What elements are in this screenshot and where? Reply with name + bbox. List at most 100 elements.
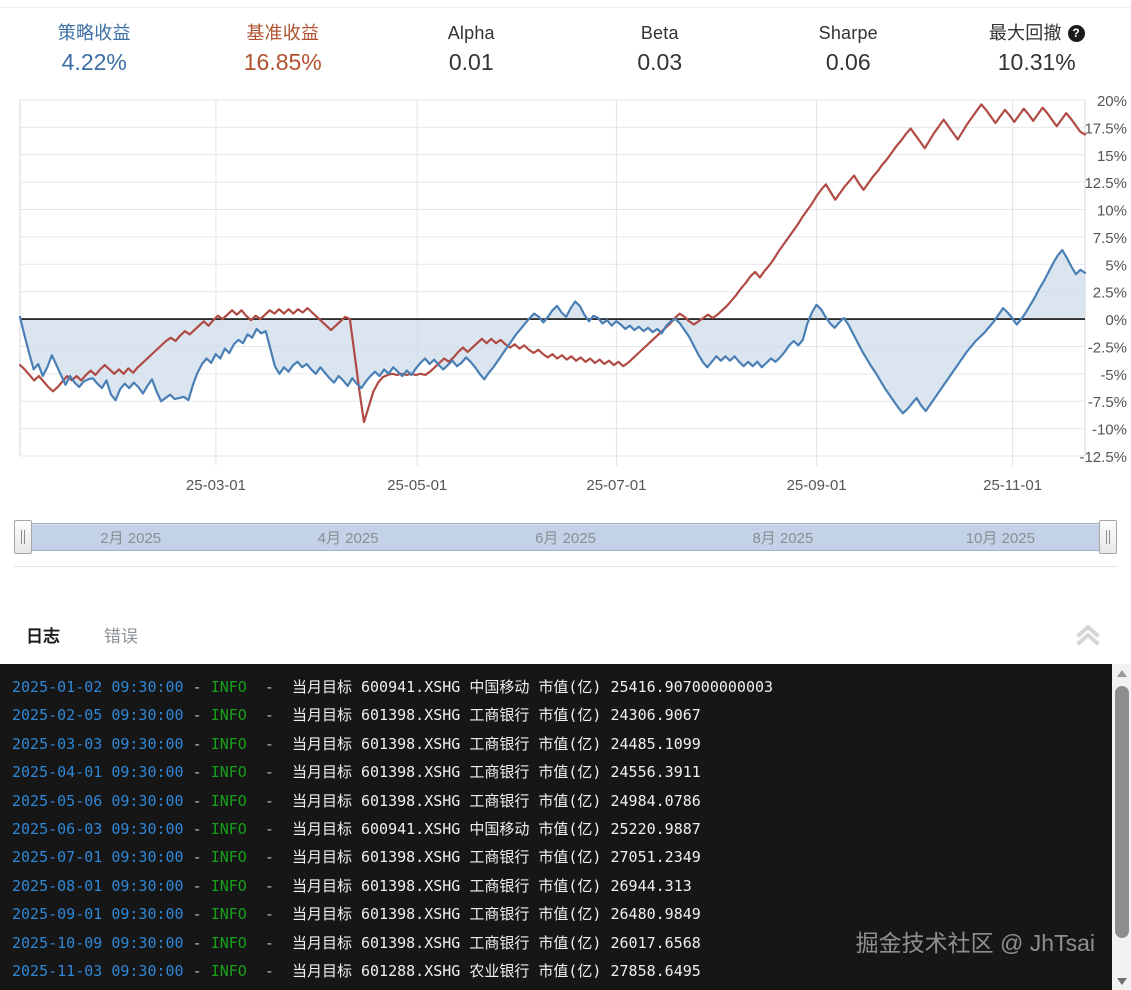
scroll-down-arrow[interactable] bbox=[1112, 972, 1131, 990]
log-message: 当月目标 600941.XSHG 中国移动 市值(亿) 25416.907000… bbox=[291, 678, 774, 696]
y-axis-tick-label: 10% bbox=[1097, 203, 1127, 220]
log-timestamp: 2025-10-09 09:30:00 bbox=[12, 933, 184, 952]
navigator-handle-left[interactable] bbox=[14, 520, 32, 554]
strategy-area-fill bbox=[20, 250, 1085, 414]
y-axis-tick-label: -12.5% bbox=[1079, 449, 1127, 466]
log-level: INFO bbox=[210, 678, 247, 696]
log-scrollbar[interactable] bbox=[1111, 664, 1131, 990]
metric-label: 策略收益 bbox=[57, 23, 131, 44]
y-axis-tick-label: -5% bbox=[1100, 367, 1127, 384]
navigator-label: 2月 2025 bbox=[100, 529, 162, 547]
log-timestamp: 2025-01-02 09:30:00 bbox=[12, 678, 184, 696]
log-separator: - bbox=[183, 734, 211, 753]
log-timestamp: 2025-07-01 09:30:00 bbox=[12, 848, 184, 867]
log-timestamp: 2025-05-06 09:30:00 bbox=[12, 791, 184, 810]
metric-label: Sharpe bbox=[818, 23, 878, 44]
log-message: 当月目标 601398.XSHG 工商银行 市值(亿) 24984.0786 bbox=[291, 791, 701, 810]
log-level: INFO bbox=[210, 933, 247, 952]
navigator-handle-right[interactable] bbox=[1099, 520, 1117, 554]
log-separator: - bbox=[246, 734, 292, 753]
log-separator: - bbox=[183, 933, 211, 952]
metric-label: 最大回撤 bbox=[988, 23, 1062, 44]
log-timestamp: 2025-06-03 09:30:00 bbox=[12, 820, 184, 839]
x-axis-tick-label: 25-11-01 bbox=[983, 477, 1042, 494]
log-line: 2025-06-03 09:30:00 - INFO - 当月目标 600941… bbox=[12, 815, 1131, 843]
navigator-label: 10月 2025 bbox=[965, 529, 1035, 547]
collapse-panel-button[interactable] bbox=[1073, 622, 1103, 648]
metric-value: 4.22% bbox=[61, 49, 127, 76]
tab-log[interactable]: 日志 bbox=[26, 626, 60, 646]
log-level: INFO bbox=[210, 905, 247, 924]
log-level: INFO bbox=[210, 876, 247, 895]
log-level: INFO bbox=[210, 962, 247, 981]
metric-label-row: 最大回撤 ? bbox=[989, 24, 1085, 44]
x-axis-tick-label: 25-09-01 bbox=[787, 477, 847, 494]
y-axis-tick-label: 15% bbox=[1097, 148, 1127, 165]
log-timestamp: 2025-02-05 09:30:00 bbox=[12, 706, 184, 725]
log-separator: - bbox=[183, 791, 211, 810]
log-message: 当月目标 601398.XSHG 工商银行 市值(亿) 27051.2349 bbox=[291, 848, 701, 867]
log-separator: - bbox=[183, 962, 211, 981]
log-timestamp: 2025-09-01 09:30:00 bbox=[12, 905, 184, 924]
log-line: 2025-02-05 09:30:00 - INFO - 当月目标 601398… bbox=[12, 701, 1131, 729]
log-message: 当月目标 600941.XSHG 中国移动 市值(亿) 25220.9887 bbox=[291, 820, 701, 839]
log-line: 2025-11-03 09:30:00 - INFO - 当月目标 601288… bbox=[12, 957, 1131, 985]
log-separator: - bbox=[246, 678, 292, 696]
navigator-divider bbox=[14, 566, 1117, 567]
log-panel: 日志 错误 2025-01-02 09:30:00 - INFO - 当月目标 … bbox=[0, 604, 1131, 990]
log-separator: - bbox=[183, 820, 211, 839]
y-axis-tick-label: -2.5% bbox=[1088, 339, 1127, 356]
log-separator: - bbox=[183, 763, 211, 782]
log-level: INFO bbox=[210, 734, 247, 753]
double-chevron-up-icon bbox=[1077, 625, 1099, 645]
log-message: 当月目标 601398.XSHG 工商银行 市值(亿) 26944.313 bbox=[291, 876, 692, 895]
log-line-list: 2025-01-02 09:30:00 - INFO - 当月目标 600941… bbox=[0, 664, 1131, 985]
log-level: INFO bbox=[210, 848, 247, 867]
log-timestamp: 2025-11-03 09:30:00 bbox=[12, 962, 184, 981]
log-level: INFO bbox=[210, 791, 247, 810]
navigator-label: 4月 2025 bbox=[317, 529, 379, 547]
log-message: 当月目标 601398.XSHG 工商银行 市值(亿) 26480.9849 bbox=[291, 905, 701, 924]
log-separator: - bbox=[183, 678, 211, 696]
y-axis-tick-label: 0% bbox=[1105, 312, 1127, 329]
log-message: 当月目标 601398.XSHG 工商银行 市值(亿) 24556.3911 bbox=[291, 763, 701, 782]
log-message: 当月目标 601288.XSHG 农业银行 市值(亿) 27858.6495 bbox=[291, 962, 701, 981]
metric-sharpe: Sharpe 0.06 bbox=[754, 24, 943, 75]
y-axis-tick-label: 20% bbox=[1097, 93, 1127, 110]
log-separator: - bbox=[246, 905, 292, 924]
log-separator: - bbox=[246, 791, 292, 810]
navigator-track[interactable] bbox=[22, 523, 1109, 551]
performance-chart[interactable]: 20% 17.5% 15% 12.5% 10% 7.5% 5% 2.5% 0% -2.5% -5% -… bbox=[0, 92, 1131, 512]
log-message: 当月目标 601398.XSHG 工商银行 市值(亿) 24485.1099 bbox=[291, 734, 701, 753]
strategy-return-line bbox=[18, 248, 1087, 415]
metric-label: Beta bbox=[640, 23, 679, 44]
log-separator: - bbox=[246, 848, 292, 867]
navigator-label: 8月 2025 bbox=[752, 529, 814, 547]
chart-range-navigator[interactable]: 2月 2025 4月 2025 6月 2025 8月 2025 10月 2025 bbox=[14, 520, 1117, 567]
metric-strategy-return: 策略收益 4.22% bbox=[0, 24, 189, 75]
metric-max-drawdown: 最大回撤 ? 10.31% bbox=[943, 24, 1131, 75]
log-separator: - bbox=[246, 763, 292, 782]
help-icon[interactable]: ? bbox=[1067, 24, 1085, 42]
y-axis-tick-label: -7.5% bbox=[1088, 394, 1127, 411]
tab-error[interactable]: 错误 bbox=[104, 626, 138, 646]
metric-benchmark-return: 基准收益 16.85% bbox=[189, 24, 378, 75]
top-strip bbox=[0, 0, 1131, 8]
log-output[interactable]: 2025-01-02 09:30:00 - INFO - 当月目标 600941… bbox=[0, 664, 1131, 990]
log-level: INFO bbox=[210, 820, 247, 839]
y-axis-tick-label: 7.5% bbox=[1093, 230, 1127, 247]
log-timestamp: 2025-04-01 09:30:00 bbox=[12, 763, 184, 782]
y-axis-tick-label: 17.5% bbox=[1084, 120, 1127, 137]
chart-canvas[interactable]: 20% 17.5% 15% 12.5% 10% 7.5% 5% 2.5% 0% -2.5% -5% -… bbox=[0, 92, 1131, 512]
log-line: 2025-08-01 09:30:00 - INFO - 当月目标 601398… bbox=[12, 872, 1131, 900]
log-separator: - bbox=[183, 706, 211, 725]
scroll-up-arrow[interactable] bbox=[1112, 664, 1131, 682]
log-line: 2025-07-01 09:30:00 - INFO - 当月目标 601398… bbox=[12, 843, 1131, 871]
benchmark-return-line bbox=[18, 103, 1087, 424]
metrics-bar: 策略收益 4.22% 基准收益 16.85% Alpha 0.01 Beta 0… bbox=[0, 8, 1131, 92]
navigator-label: 6月 2025 bbox=[535, 529, 596, 547]
scrollbar-thumb[interactable] bbox=[1115, 686, 1129, 938]
metric-label: Alpha bbox=[447, 23, 495, 44]
metric-beta: Beta 0.03 bbox=[566, 24, 755, 75]
